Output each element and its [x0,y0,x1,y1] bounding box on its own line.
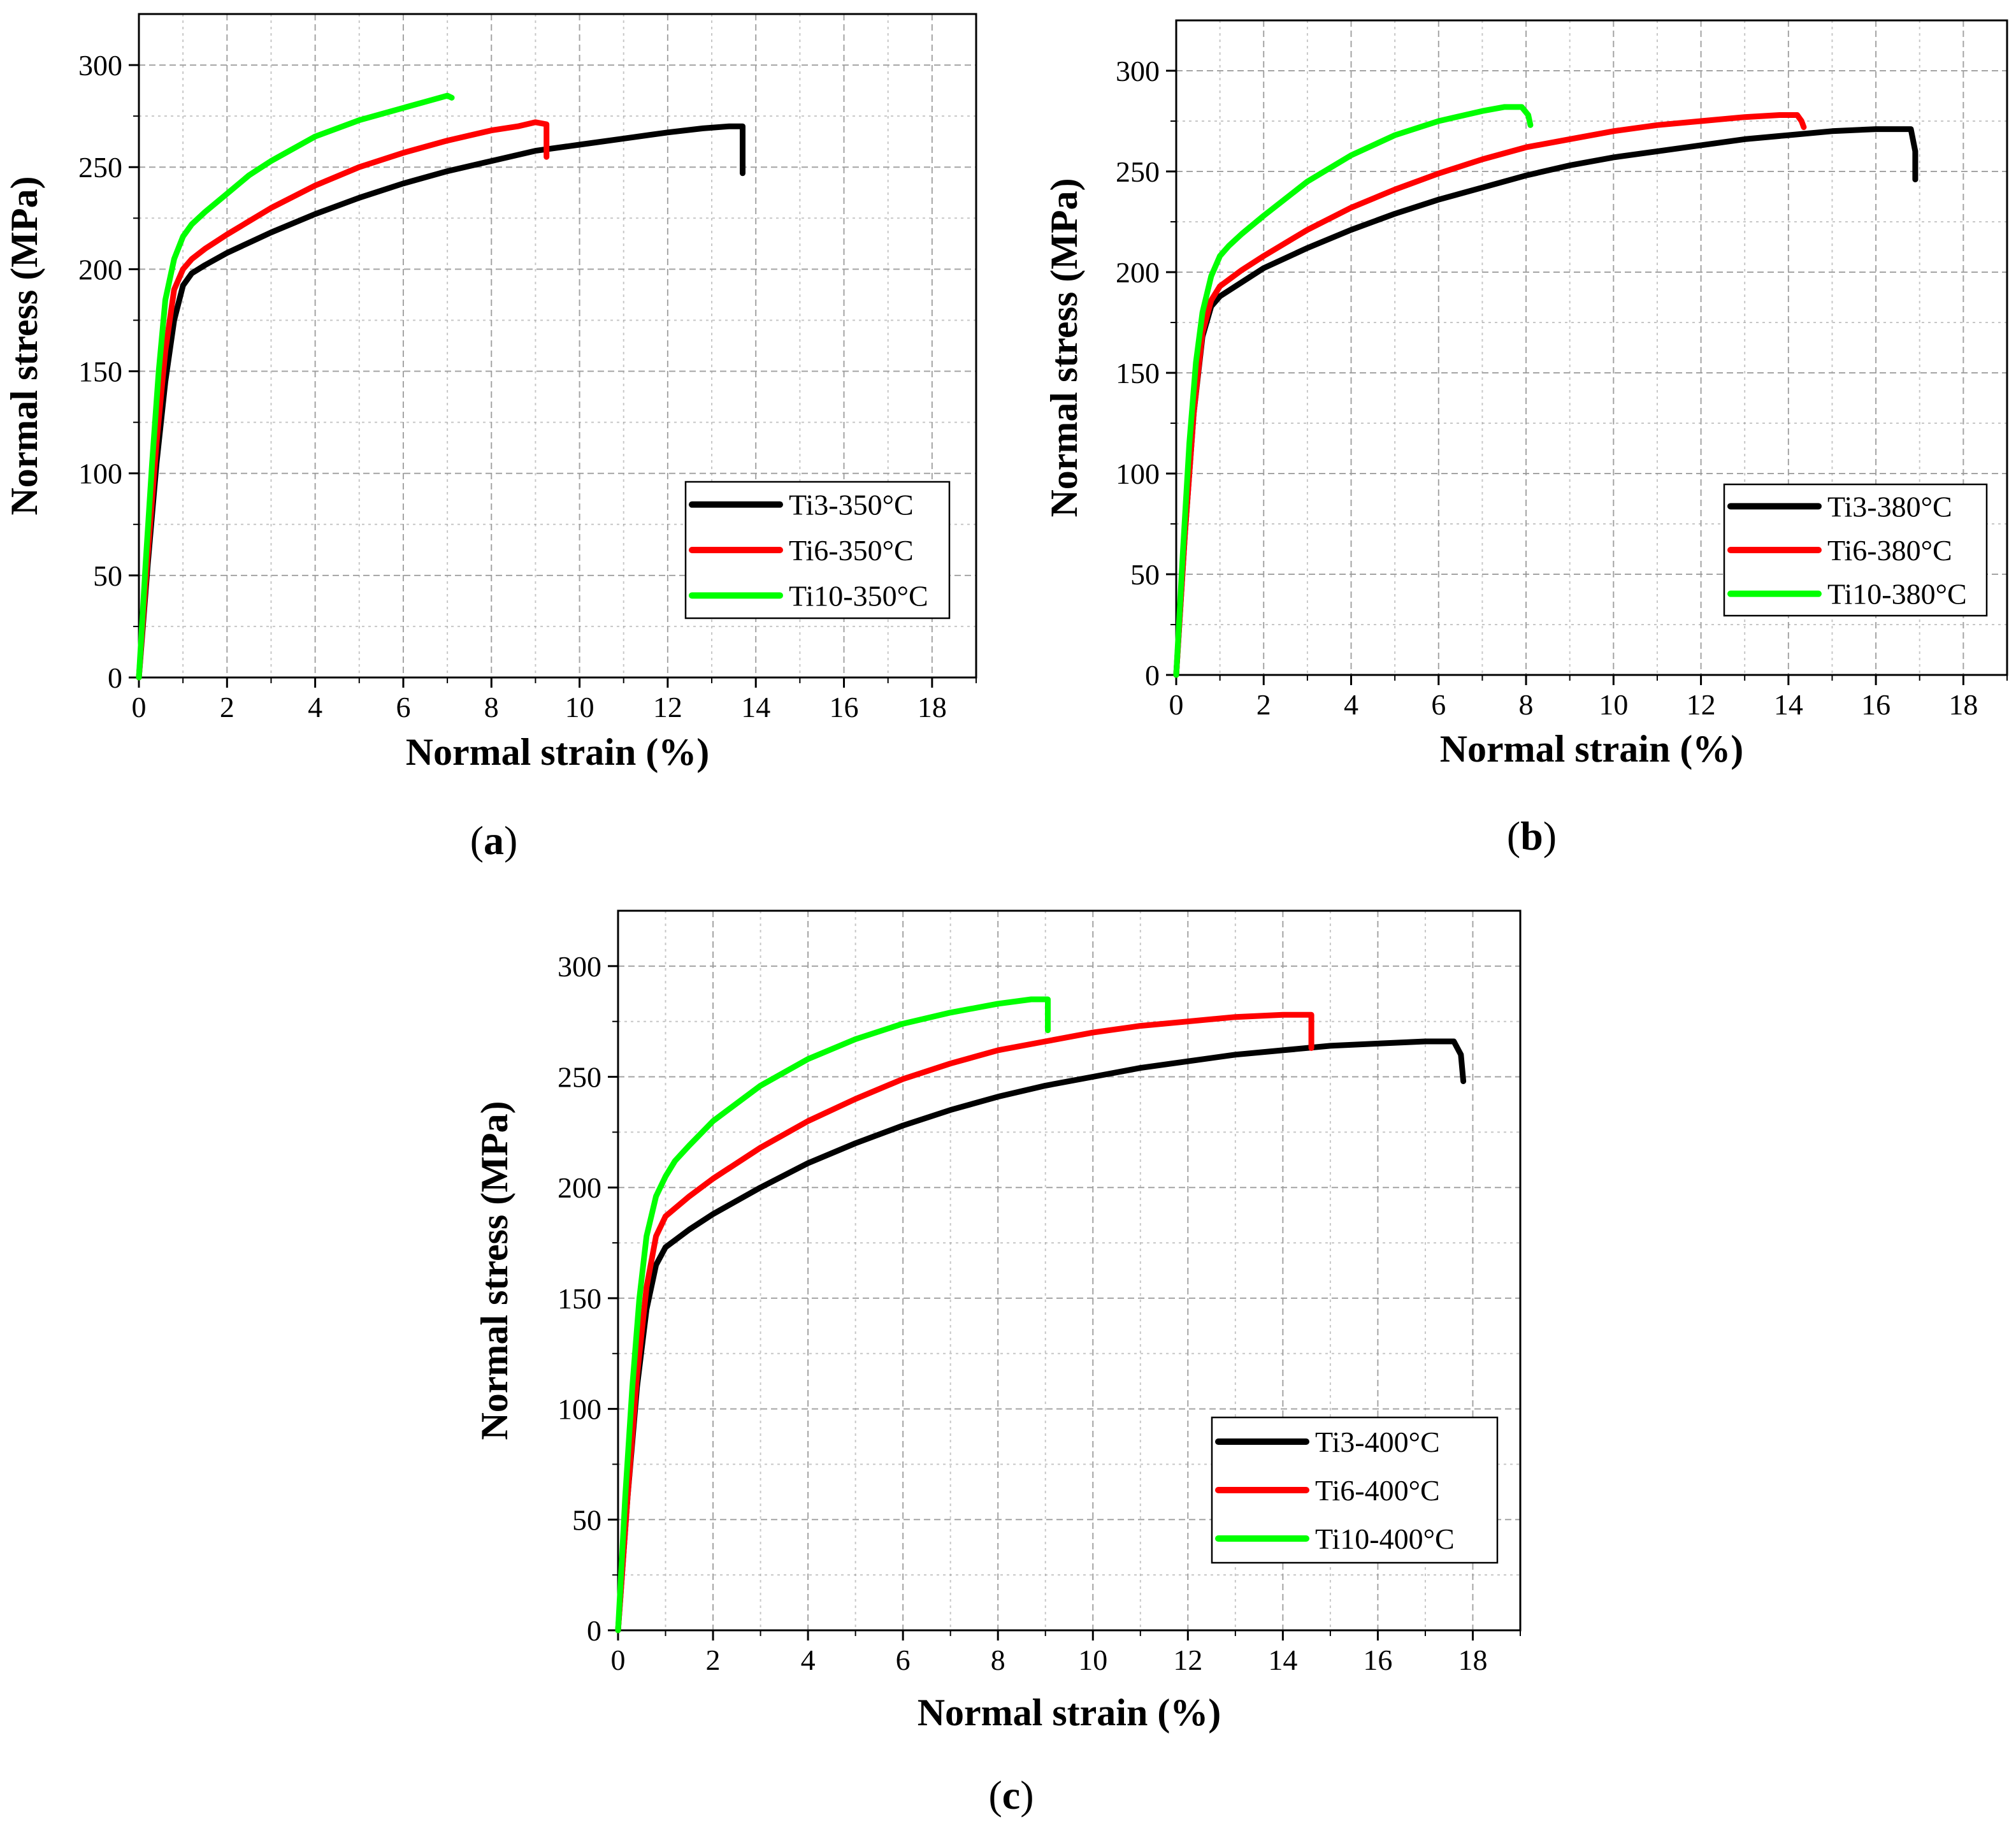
x-tick-label: 18 [1948,688,1978,721]
panel-label-a: (a) [470,818,518,863]
chart-panel-b: 0 2 4 6 8 10 12 14 16 18 0 50 100 150 200 250 300 Normal … [1043,19,2008,858]
x-tick-label: 12 [1687,688,1716,721]
y-axis-title: Normal stress (MPa) [3,176,45,515]
legend-label: Ti3-400°C [1315,1426,1440,1458]
y-tick-label: 250 [78,151,122,184]
y-tick-label: 300 [78,49,122,82]
x-tick-label: 0 [1169,688,1184,721]
x-tick-label: 14 [741,691,770,723]
y-tick-label: 0 [108,662,122,694]
panel-label-open: ( [470,818,484,863]
y-tick-label: 250 [1116,156,1160,188]
y-tick-label: 150 [78,356,122,388]
panel-label-c: (c) [988,1772,1033,1818]
series-line-ti6 [615,1011,1314,1633]
series-line-ti3 [615,1038,1467,1633]
x-tick-label: 4 [1344,688,1358,721]
y-tick-label: 200 [558,1171,601,1204]
y-tick-label: 300 [558,950,601,983]
panel-label-close: ) [504,818,517,863]
y-tick-label: 50 [572,1503,601,1536]
x-tick-label: 10 [1599,688,1628,721]
legend-label: Ti6-380°C [1827,534,1952,567]
legend-label: Ti6-350°C [789,534,914,567]
chart-panel-a: 0 2 4 6 8 10 12 14 16 18 0 50 100 150 200 250 300 Normal … [3,13,977,863]
x-tick-label: 18 [918,691,947,723]
plot-frame [1175,19,2008,676]
legend-label: Ti6-400°C [1315,1474,1440,1507]
x-tick-label: 2 [1256,688,1271,721]
y-tick-label: 50 [93,560,122,592]
y-tick-label: 0 [587,1614,601,1647]
x-tick-label: 18 [1458,1644,1487,1676]
y-tick-label: 100 [558,1393,601,1426]
x-tick-label: 6 [396,691,410,723]
y-tick-label: 150 [1116,357,1160,389]
y-axis-title: Normal stress (MPa) [1043,178,1085,517]
panel-label-open: ( [1507,813,1520,858]
x-axis-title: Normal strain (%) [918,1691,1221,1734]
series-line-ti10 [1173,104,1534,678]
x-tick-label: 16 [1363,1644,1392,1676]
legend: Ti3-350°C Ti6-350°C Ti10-350°C [684,481,951,619]
x-tick-label: 6 [896,1644,911,1676]
y-tick-label: 200 [1116,256,1160,289]
x-tick-label: 16 [1861,688,1890,721]
legend-label: Ti10-350°C [789,579,928,612]
x-tick-label: 2 [220,691,234,723]
panel-label-letter: a [484,818,504,863]
series-line-ti6 [1173,112,1807,678]
y-tick-label: 150 [558,1282,601,1315]
x-tick-label: 8 [484,691,499,723]
x-tick-label: 10 [1078,1644,1107,1676]
x-tick-label: 8 [1519,688,1534,721]
legend-label: Ti10-380°C [1827,578,1967,611]
panel-label-letter: b [1520,813,1543,858]
x-axis-title: Normal strain (%) [1440,728,1744,770]
chart-panel-c: 0 2 4 6 8 10 12 14 16 18 0 50 100 150 200 250 300 Normal … [473,909,1522,1818]
y-tick-label: 100 [1116,458,1160,490]
series-line-ti6 [136,119,550,681]
plot-frame [138,13,977,679]
y-tick-label: 100 [78,458,122,490]
plot-frame [617,909,1522,1632]
legend: Ti3-400°C Ti6-400°C Ti10-400°C [1211,1416,1499,1564]
y-tick-label: 50 [1130,558,1160,591]
y-tick-label: 0 [1145,659,1160,692]
x-tick-label: 4 [801,1644,816,1676]
legend-label: Ti3-380°C [1827,490,1952,523]
y-tick-label: 300 [1116,55,1160,87]
panel-label-close: ) [1020,1772,1033,1818]
y-tick-label: 200 [78,253,122,286]
y-tick-label: 250 [558,1061,601,1094]
x-axis-title: Normal strain (%) [406,731,710,773]
x-tick-label: 4 [308,691,322,723]
x-tick-label: 12 [653,691,682,723]
legend-label: Ti3-350°C [789,489,914,521]
x-tick-label: 8 [991,1644,1005,1676]
panel-label-open: ( [988,1772,1002,1818]
x-tick-label: 2 [706,1644,721,1676]
legend-label: Ti10-400°C [1315,1523,1455,1555]
legend: Ti3-380°C Ti6-380°C Ti10-380°C [1723,483,1988,617]
x-tick-label: 0 [132,691,147,723]
x-tick-label: 10 [565,691,594,723]
series-line-ti10 [136,92,455,681]
x-tick-label: 12 [1173,1644,1202,1676]
panel-label-b: (b) [1507,813,1557,858]
y-axis-title: Normal stress (MPa) [473,1101,515,1440]
panel-label-close: ) [1543,813,1557,858]
x-tick-label: 14 [1268,1644,1297,1676]
x-tick-label: 6 [1431,688,1446,721]
x-tick-label: 0 [611,1644,626,1676]
series-line-ti10 [615,996,1051,1633]
x-tick-label: 16 [830,691,859,723]
series-line-ti3 [136,123,745,681]
x-tick-label: 14 [1774,688,1803,721]
panel-label-letter: c [1002,1772,1020,1818]
